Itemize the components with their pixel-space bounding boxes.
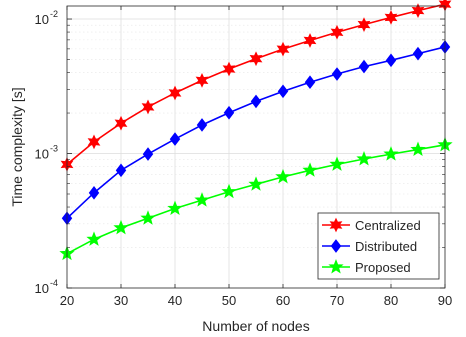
diamond-marker: [223, 105, 235, 120]
x-tick-label: 70: [330, 293, 344, 308]
y-tick-label: 10: [35, 12, 49, 27]
diamond-marker: [115, 163, 127, 178]
series-distributed: [61, 40, 451, 226]
diamond-marker: [88, 186, 100, 200]
pentagram-marker: [275, 168, 291, 184]
diamond-marker: [331, 67, 343, 81]
x-tick-label: 90: [438, 293, 452, 308]
pentagram-marker: [86, 231, 102, 246]
pentagram-marker: [328, 258, 344, 274]
hexagram-marker: [249, 51, 263, 67]
hexagram-marker: [114, 115, 128, 131]
diamond-marker: [169, 132, 181, 146]
pentagram-marker: [113, 219, 129, 235]
hexagram-marker: [87, 134, 101, 150]
pentagram-marker: [194, 192, 210, 207]
x-tick-label: 40: [168, 293, 182, 308]
hexagram-marker: [411, 3, 425, 19]
hexagram-marker: [276, 41, 290, 57]
pentagram-marker: [356, 151, 372, 166]
x-tick-label: 30: [114, 293, 128, 308]
hexagram-marker: [329, 217, 343, 233]
diamond-marker: [412, 46, 424, 61]
hexagram-marker: [303, 33, 317, 48]
x-tick-label: 50: [222, 293, 236, 308]
hexagram-marker: [195, 72, 209, 88]
y-tick-labels: 10-410-310-2: [35, 9, 58, 296]
ticks: [66, 6, 446, 289]
series-layer: [59, 0, 453, 261]
y-tick-label: 10: [35, 281, 49, 296]
diamond-marker: [358, 59, 370, 74]
hexagram-marker: [141, 99, 155, 115]
pentagram-marker: [410, 141, 426, 157]
diamond-marker: [330, 239, 342, 253]
hexagram-marker: [384, 10, 398, 25]
y-tick-exponent: -3: [50, 144, 58, 154]
x-tick-label: 80: [384, 293, 398, 308]
y-axis-label: Time complexity [s]: [9, 87, 25, 206]
hexagram-marker: [222, 61, 236, 77]
hexagram-marker: [330, 24, 344, 40]
diamond-marker: [385, 53, 397, 68]
y-tick-label: 10: [35, 147, 49, 162]
pentagram-marker: [329, 156, 345, 171]
pentagram-marker: [167, 200, 183, 215]
legend-label: Distributed: [355, 239, 417, 254]
series-centralized: [60, 0, 452, 172]
pentagram-marker: [140, 210, 156, 225]
pentagram-marker: [383, 146, 399, 161]
x-tick-label: 20: [60, 293, 74, 308]
pentagram-marker: [302, 162, 318, 177]
diamond-marker: [304, 75, 316, 90]
x-axis-label: Number of nodes: [202, 318, 309, 334]
legend: Centralized Distributed Proposed: [317, 212, 440, 280]
diamond-marker: [250, 94, 262, 109]
pentagram-marker: [221, 183, 237, 199]
y-tick-exponent: -4: [50, 278, 58, 288]
diamond-marker: [196, 118, 208, 132]
axes-box: [66, 5, 446, 289]
legend-label: Centralized: [355, 218, 421, 233]
hexagram-marker: [168, 85, 182, 101]
pentagram-marker: [248, 176, 264, 191]
y-tick-exponent: -2: [50, 9, 58, 19]
x-tick-label: 60: [276, 293, 290, 308]
x-tick-labels: 20 30 40 50 60 70 80 90: [60, 293, 452, 308]
legend-label: Proposed: [355, 260, 411, 275]
diamond-marker: [277, 84, 289, 99]
hexagram-marker: [357, 17, 371, 32]
diamond-marker: [142, 147, 154, 161]
